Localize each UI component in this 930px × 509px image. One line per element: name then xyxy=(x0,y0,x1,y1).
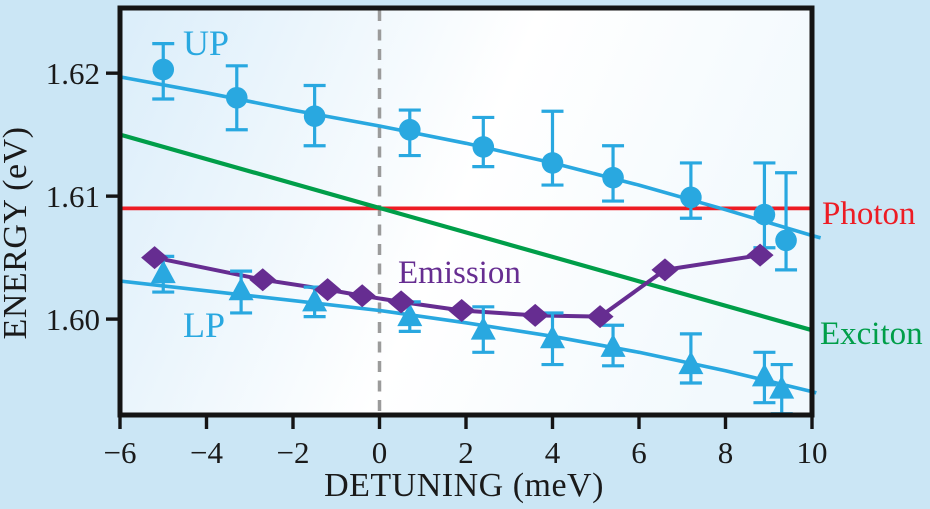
up-data-point xyxy=(680,186,702,209)
x-tick-label: −4 xyxy=(190,435,223,470)
up-data-point xyxy=(541,152,564,174)
y-axis-title: ENERGY (eV) xyxy=(0,127,34,340)
lp-data-points xyxy=(150,254,795,416)
lp-data-point xyxy=(150,260,176,284)
emission-point xyxy=(651,258,679,282)
x-tick-label: 0 xyxy=(372,435,388,470)
plot-area xyxy=(120,8,812,415)
emission-point xyxy=(387,290,415,314)
plot-frame xyxy=(117,5,815,418)
lp-data-point xyxy=(540,325,565,349)
up-data-point xyxy=(753,203,776,226)
lp-data-point xyxy=(769,375,795,399)
emission-point xyxy=(314,278,342,302)
lp-branch-label: LP xyxy=(183,305,225,345)
x-tick-label: 4 xyxy=(545,435,561,470)
y-tick-label: 1.62 xyxy=(46,56,100,91)
emission-point xyxy=(448,298,476,322)
up-data-point xyxy=(303,105,326,128)
up-branch-label: UP xyxy=(183,23,229,63)
chart-layers xyxy=(119,10,822,416)
x-tick-label: 6 xyxy=(631,435,647,470)
emission-point xyxy=(249,268,277,292)
x-tick-label: 10 xyxy=(797,435,828,470)
y-tick-label: 1.61 xyxy=(46,179,100,214)
emission-line xyxy=(154,253,761,319)
exciton-label: Exciton xyxy=(820,316,923,352)
photon-label: Photon xyxy=(822,196,916,232)
up-data-point xyxy=(225,86,248,109)
exciton-line xyxy=(119,132,813,333)
x-tick-label: 2 xyxy=(458,435,474,470)
lp-data-point xyxy=(470,316,496,340)
x-tick-label: −6 xyxy=(104,435,137,470)
y-tick-label: 1.60 xyxy=(46,302,100,337)
lp-data-point xyxy=(228,277,254,301)
emission-label: Emission xyxy=(398,255,521,291)
emission-point xyxy=(141,246,169,270)
up-data-point xyxy=(775,229,797,252)
lp-data-point xyxy=(678,351,704,375)
emission-point xyxy=(521,303,549,327)
lp-data-point xyxy=(600,333,626,357)
emission-point xyxy=(746,243,774,267)
emission-point xyxy=(348,284,376,308)
lp-data-point xyxy=(397,303,423,327)
x-axis-title: DETUNING (meV) xyxy=(324,467,604,504)
up-data-point xyxy=(472,136,495,158)
x-tick-label: −2 xyxy=(277,435,310,470)
up-data-point xyxy=(152,58,175,81)
axis-ticks: −6 −4 −2 0 2 4 6 8 10 1.60 1.61 1.62 xyxy=(46,56,828,470)
up-data-point xyxy=(398,118,421,141)
x-tick-label: 8 xyxy=(718,435,734,470)
lp-data-point xyxy=(751,363,777,387)
emission-points xyxy=(141,243,774,329)
up-data-points xyxy=(152,42,798,272)
up-data-point xyxy=(602,166,624,189)
lp-data-point xyxy=(302,288,328,312)
emission-point xyxy=(586,305,614,329)
